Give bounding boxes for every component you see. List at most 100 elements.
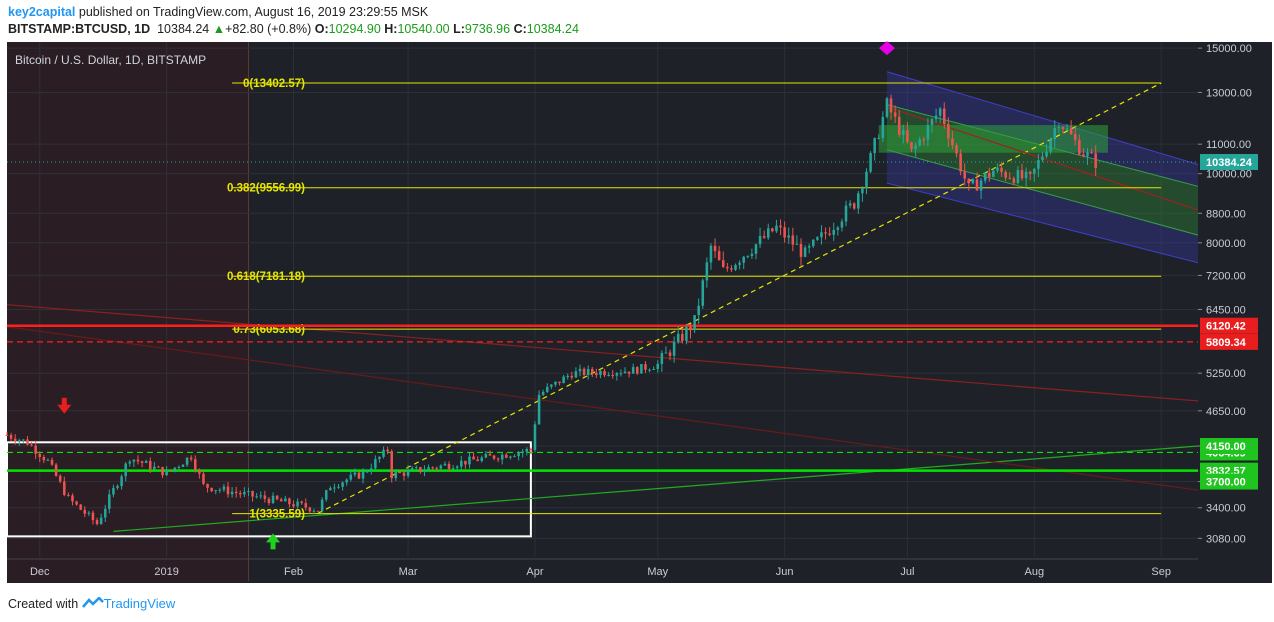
candle-body bbox=[484, 454, 488, 458]
candle-body bbox=[897, 116, 901, 135]
candle-body bbox=[439, 465, 443, 469]
candle-body bbox=[951, 138, 954, 146]
author-name[interactable]: key2capital bbox=[8, 5, 76, 19]
candle-body bbox=[893, 112, 897, 117]
close-label: C: bbox=[513, 22, 527, 36]
candle-body bbox=[910, 142, 913, 149]
candle-body bbox=[26, 439, 29, 445]
candle-body bbox=[210, 487, 213, 492]
candle-body bbox=[987, 173, 991, 177]
trendline[interactable] bbox=[113, 445, 1199, 532]
candle-body bbox=[726, 266, 729, 269]
symbol-label: BITSTAMP:BTCUSD, 1D bbox=[8, 22, 151, 36]
candle-body bbox=[812, 239, 815, 247]
candle-body bbox=[95, 520, 99, 525]
candle-body bbox=[34, 445, 37, 454]
candle-body bbox=[525, 449, 529, 452]
candle-body bbox=[586, 368, 590, 375]
candle-body bbox=[996, 167, 999, 171]
candle-body bbox=[500, 454, 504, 460]
candle-body bbox=[877, 138, 881, 140]
candle-body bbox=[599, 371, 602, 375]
price-chart[interactable]: 15000.00 13000.00 11000.00 10000.00 8800.00 8… bbox=[0, 41, 1274, 587]
candle-body bbox=[255, 496, 258, 498]
candle-body bbox=[99, 517, 103, 525]
channel-line[interactable] bbox=[886, 71, 1199, 166]
candle-body bbox=[1049, 139, 1052, 152]
candle-body bbox=[779, 225, 782, 228]
candle-body bbox=[681, 333, 684, 341]
candle-body bbox=[844, 205, 848, 222]
candle-body bbox=[46, 459, 50, 461]
candle-body bbox=[357, 472, 361, 479]
candle-body bbox=[1028, 171, 1032, 174]
candle-body bbox=[1086, 152, 1089, 157]
candle-body bbox=[406, 469, 410, 476]
candle-body bbox=[545, 386, 549, 392]
candle-body bbox=[803, 247, 807, 257]
candle-body bbox=[144, 461, 148, 463]
candle-body bbox=[329, 488, 332, 491]
candle-body bbox=[365, 471, 369, 473]
candle-body bbox=[410, 468, 414, 470]
candle-body bbox=[1000, 167, 1003, 173]
candle-body bbox=[198, 470, 201, 474]
candle-body bbox=[296, 501, 299, 507]
candle-body bbox=[1033, 168, 1036, 174]
candle-body bbox=[537, 394, 541, 425]
x-tick-label: Feb bbox=[284, 566, 303, 578]
fib-level-label: 0.73(6053.68) bbox=[233, 324, 305, 336]
candle-body bbox=[824, 232, 827, 234]
candle-body bbox=[1045, 151, 1048, 157]
candle-body bbox=[652, 369, 655, 371]
candle-body bbox=[251, 490, 254, 497]
candle-body bbox=[5, 435, 9, 437]
last-price: 10384.24 bbox=[157, 22, 210, 36]
candle-body bbox=[1078, 139, 1081, 155]
trendline[interactable] bbox=[6, 326, 1199, 491]
candle-body bbox=[333, 487, 336, 489]
candle-body bbox=[566, 375, 569, 377]
candle-body bbox=[103, 508, 107, 518]
candle-body bbox=[578, 368, 582, 372]
candle-body bbox=[865, 171, 868, 189]
candle-body bbox=[676, 333, 680, 342]
candle-body bbox=[316, 510, 320, 512]
candle-body bbox=[979, 180, 983, 191]
candle-body bbox=[308, 507, 312, 512]
candle-body bbox=[112, 487, 115, 495]
trendline[interactable] bbox=[6, 304, 1199, 402]
candle-body bbox=[390, 451, 393, 479]
x-tick-label: May bbox=[647, 566, 668, 578]
tradingview-brand[interactable]: TradingView bbox=[103, 596, 176, 611]
trendline[interactable] bbox=[317, 82, 1162, 514]
candle-body bbox=[42, 457, 46, 461]
candle-body bbox=[71, 495, 74, 502]
up-arrow-icon bbox=[266, 533, 281, 543]
candle-body bbox=[840, 221, 844, 228]
candle-body bbox=[758, 236, 762, 245]
candle-body bbox=[259, 495, 263, 497]
x-tick-label: Aug bbox=[1024, 566, 1044, 578]
candle-body bbox=[926, 124, 930, 140]
candle-body bbox=[836, 227, 840, 230]
y-tick-label: 6450.00 bbox=[1206, 304, 1246, 316]
candle-body bbox=[288, 498, 291, 505]
candle-body bbox=[63, 481, 66, 495]
candle-body bbox=[791, 235, 795, 245]
candle-body bbox=[447, 463, 451, 469]
range-box[interactable] bbox=[6, 441, 532, 538]
price-axis-label-box bbox=[1200, 317, 1258, 334]
candle-body bbox=[983, 173, 987, 181]
candle-body bbox=[701, 280, 705, 306]
candle-body bbox=[165, 470, 168, 476]
candle-body bbox=[1069, 128, 1073, 135]
y-tick-label: 8800.00 bbox=[1206, 208, 1246, 220]
channel-line[interactable] bbox=[886, 149, 1199, 236]
candle-body bbox=[116, 486, 119, 488]
candle-body bbox=[480, 457, 484, 462]
candle-body bbox=[75, 501, 78, 505]
demand-zone[interactable] bbox=[878, 125, 1108, 153]
candle-body bbox=[419, 467, 422, 472]
candle-body bbox=[488, 454, 492, 456]
